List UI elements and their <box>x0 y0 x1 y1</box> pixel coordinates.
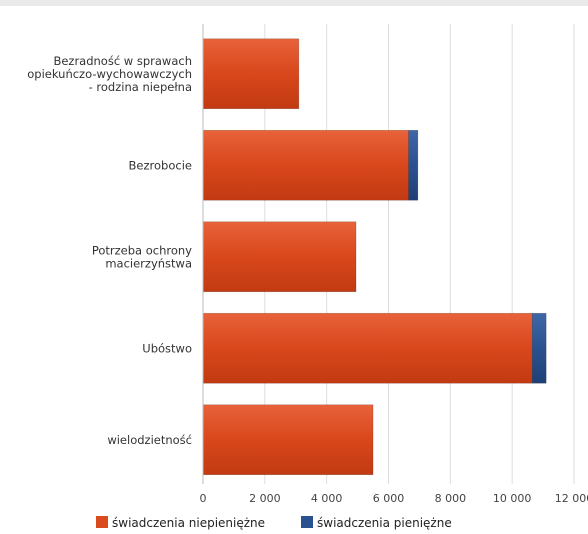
bars <box>202 38 547 476</box>
category-label: Potrzeba ochrony <box>92 243 192 257</box>
legend-label[interactable]: świadczenia pieniężne <box>317 516 452 530</box>
x-tick-label: 0 <box>200 492 207 505</box>
x-tick-label: 10 000 <box>493 492 532 505</box>
bar-swiadczenia-niepieniezne[interactable] <box>202 221 357 293</box>
legend-label[interactable]: świadczenia niepieniężne <box>112 516 265 530</box>
category-label: Bezrobocie <box>129 158 192 172</box>
top-strip <box>0 0 588 6</box>
category-label: - rodzina niepełna <box>89 80 192 94</box>
bar-swiadczenia-niepieniezne[interactable] <box>202 404 374 476</box>
x-tick-label: 2 000 <box>249 492 281 505</box>
bar-swiadczenia-pieniezne[interactable] <box>408 129 419 201</box>
category-label: opiekuńczo-wychowawczych <box>27 67 192 81</box>
bar-swiadczenia-niepieniezne[interactable] <box>202 129 409 201</box>
x-tick-label: 4 000 <box>311 492 343 505</box>
bar-swiadczenia-niepieniezne[interactable] <box>202 312 533 384</box>
x-tick-label: 12 000 <box>555 492 588 505</box>
legend-swatch <box>96 516 108 528</box>
category-label: wielodzietność <box>107 433 192 447</box>
category-labels: Bezradność w sprawachopiekuńczo-wychowaw… <box>27 54 192 447</box>
legend-swatch <box>301 516 313 528</box>
category-label: macierzyństwa <box>105 256 192 270</box>
legend: świadczenia niepieniężne świadczenia pien… <box>96 516 452 530</box>
x-tick-label: 8 000 <box>435 492 467 505</box>
bar-swiadczenia-niepieniezne[interactable] <box>202 38 300 110</box>
category-label: Ubóstwo <box>142 341 192 355</box>
x-tick-label: 6 000 <box>373 492 405 505</box>
x-axis-ticks: 0 2 000 4 000 6 000 8 000 10 000 12 000 <box>200 492 588 505</box>
bar-swiadczenia-pieniezne[interactable] <box>531 312 547 384</box>
category-label: Bezradność w sprawach <box>53 54 192 68</box>
